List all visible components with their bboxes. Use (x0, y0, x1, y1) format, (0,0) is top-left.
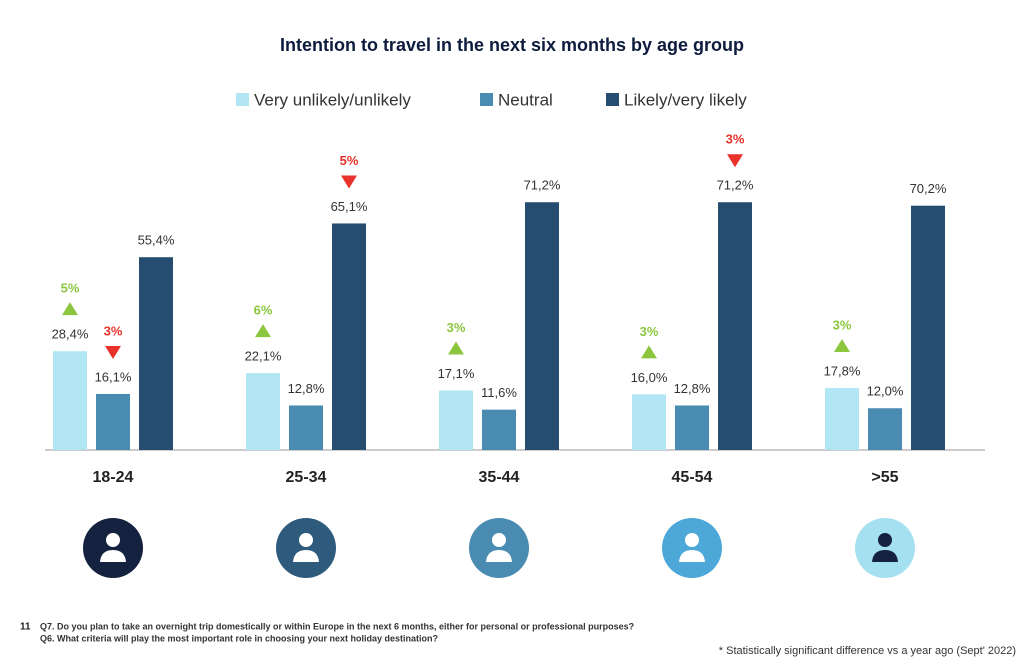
value-label: 65,1% (331, 199, 368, 214)
bar (139, 257, 173, 450)
change-arrow (834, 339, 850, 353)
bar (289, 405, 323, 450)
value-label: 71,2% (717, 178, 754, 193)
change-label: 3% (104, 323, 123, 338)
x-tick-label: 45-54 (672, 469, 713, 486)
change-label: 5% (340, 153, 359, 168)
icon-body (486, 550, 512, 562)
icon-circle (83, 518, 143, 578)
legend-swatch (480, 93, 493, 106)
bar (718, 202, 752, 450)
chart-title: Intention to travel in the next six mont… (280, 35, 744, 55)
value-label: 11,6% (481, 385, 517, 400)
icon-head (492, 533, 506, 547)
age-icons (83, 518, 915, 578)
legend-label: Neutral (498, 90, 553, 109)
bar (632, 394, 666, 450)
value-label: 70,2% (910, 181, 947, 196)
change-arrow (62, 302, 78, 316)
icon-head (106, 533, 120, 547)
change-arrow (641, 345, 657, 359)
value-label: 71,2% (524, 178, 561, 193)
value-label: 16,1% (95, 369, 132, 384)
value-label: 17,1% (438, 366, 475, 381)
change-label: 3% (640, 324, 659, 339)
change-label: 3% (833, 317, 852, 332)
value-label: 12,8% (674, 381, 711, 396)
bar (246, 373, 280, 450)
value-label: 16,0% (631, 370, 668, 385)
bar (482, 409, 516, 450)
icon-circle (469, 518, 529, 578)
x-tick-label: >55 (871, 469, 898, 486)
x-tick-label: 18-24 (93, 469, 134, 486)
icon-body (679, 550, 705, 562)
footnote-note: * Statistically significant difference v… (719, 645, 1016, 657)
icon-circle (276, 518, 336, 578)
footnote-question: Q7. Do you plan to take an overnight tri… (40, 621, 634, 631)
icon-head (685, 533, 699, 547)
icon-body (100, 550, 126, 562)
value-label: 17,8% (824, 363, 861, 378)
bar (332, 223, 366, 450)
icon-body (872, 550, 898, 562)
change-label: 5% (61, 281, 80, 296)
bar (53, 351, 87, 450)
legend-swatch (236, 93, 249, 106)
value-label: 28,4% (52, 327, 89, 342)
legend-swatch (606, 93, 619, 106)
icon-body (293, 550, 319, 562)
icon-circle (855, 518, 915, 578)
bar (439, 390, 473, 450)
icon-head (878, 533, 892, 547)
change-arrow (448, 341, 464, 355)
value-label: 12,0% (867, 384, 904, 399)
value-label: 55,4% (138, 233, 175, 248)
change-label: 3% (447, 320, 466, 335)
bar (525, 202, 559, 450)
change-arrow (727, 154, 743, 168)
bar (911, 205, 945, 450)
bar (675, 405, 709, 450)
x-tick-label: 25-34 (286, 469, 327, 486)
bar (825, 388, 859, 450)
change-label: 6% (254, 303, 273, 318)
change-label: 3% (726, 132, 745, 147)
change-arrow (341, 175, 357, 189)
value-label: 22,1% (245, 349, 282, 364)
legend-label: Likely/very likely (624, 90, 747, 109)
x-tick-label: 35-44 (479, 469, 520, 486)
page-number: 11 (20, 622, 31, 633)
icon-head (299, 533, 313, 547)
bar (96, 393, 130, 450)
icon-circle (662, 518, 722, 578)
footnote-question: Q6. What criteria will play the most imp… (40, 633, 438, 643)
legend-label: Very unlikely/unlikely (254, 90, 411, 109)
bar (868, 408, 902, 450)
change-arrow (105, 345, 121, 359)
change-arrow (255, 324, 271, 338)
value-label: 12,8% (288, 381, 325, 396)
